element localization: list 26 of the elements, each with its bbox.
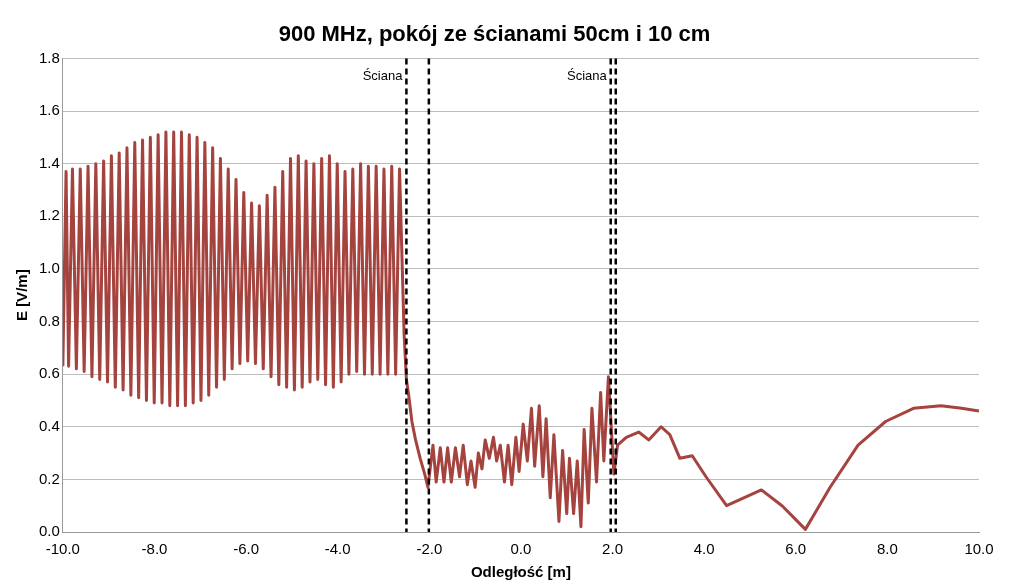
chart-title: 900 MHz, pokój ze ścianami 50cm i 10 cm bbox=[278, 21, 711, 47]
y-tick-label: 1.6 bbox=[38, 101, 60, 119]
ref-line-label: Ściana bbox=[362, 67, 404, 83]
y-tick-label: 0.2 bbox=[38, 469, 60, 487]
y-tick-label: 1.8 bbox=[38, 48, 60, 66]
y-tick-label: 1.4 bbox=[38, 153, 60, 171]
x-tick-label: -10.0 bbox=[45, 540, 80, 558]
y-tick-label: 1.2 bbox=[38, 206, 60, 224]
x-tick-label: -6.0 bbox=[233, 540, 260, 558]
x-tick-label: -2.0 bbox=[416, 540, 443, 558]
x-tick-label: 4.0 bbox=[693, 540, 715, 558]
x-tick-label: -4.0 bbox=[324, 540, 351, 558]
x-tick-label: 2.0 bbox=[602, 540, 623, 558]
y-tick-label: 0.4 bbox=[38, 416, 60, 434]
x-tick-label: 8.0 bbox=[876, 540, 898, 558]
y-tick-label: 0.6 bbox=[38, 364, 60, 382]
y-axis-title: E [V/m] bbox=[13, 269, 31, 322]
y-tick-label: 0.8 bbox=[38, 311, 60, 329]
y-tick-label: 1.0 bbox=[38, 259, 60, 277]
x-axis-title: Odległość [m] bbox=[470, 563, 571, 581]
ref-line-label: Ściana bbox=[566, 67, 608, 83]
x-tick-label: 10.0 bbox=[964, 540, 994, 558]
x-tick-label: 0.0 bbox=[510, 540, 532, 558]
y-tick-label: 0.0 bbox=[38, 522, 60, 540]
x-tick-label: -8.0 bbox=[141, 540, 168, 558]
x-tick-label: 6.0 bbox=[785, 540, 807, 558]
